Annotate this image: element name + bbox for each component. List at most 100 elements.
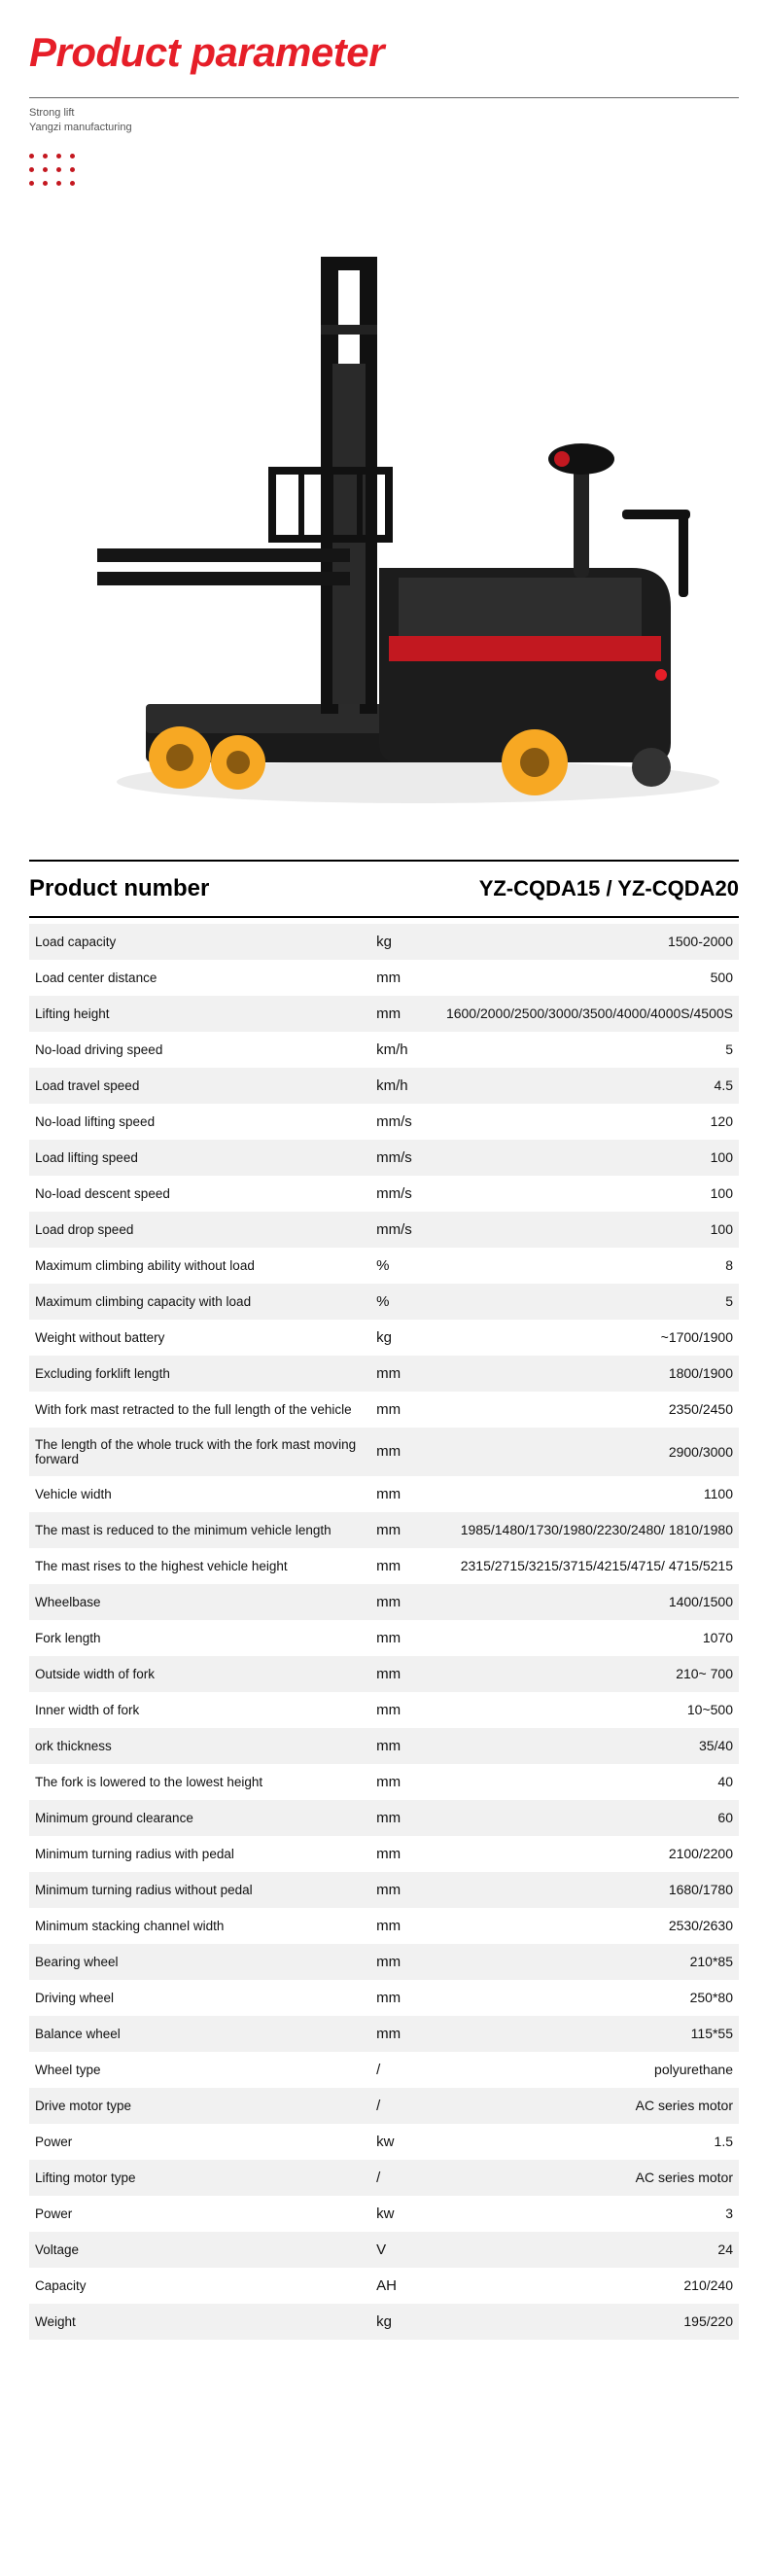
spec-unit: mm	[370, 1428, 440, 1476]
table-row: Minimum turning radius with pedalmm2100/…	[29, 1836, 739, 1872]
spec-unit: mm	[370, 1944, 440, 1980]
table-row: Vehicle widthmm1100	[29, 1476, 739, 1512]
table-row: Minimum stacking channel widthmm2530/263…	[29, 1908, 739, 1944]
spec-param: Excluding forklift length	[29, 1356, 370, 1392]
table-row: The length of the whole truck with the f…	[29, 1428, 739, 1476]
product-number-value: YZ-CQDA15 / YZ-CQDA20	[479, 876, 739, 901]
table-row: With fork mast retracted to the full len…	[29, 1392, 739, 1428]
table-row: VoltageV24	[29, 2232, 739, 2268]
spec-param: Lifting motor type	[29, 2160, 370, 2196]
spec-unit: mm/s	[370, 1176, 440, 1212]
spec-param: Minimum ground clearance	[29, 1800, 370, 1836]
table-row: Load lifting speedmm/s100	[29, 1140, 739, 1176]
table-row: Load capacitykg1500-2000	[29, 924, 739, 960]
table-row: Maximum climbing capacity with load%5	[29, 1284, 739, 1320]
spec-param: Minimum turning radius without pedal	[29, 1872, 370, 1908]
spec-unit: km/h	[370, 1032, 440, 1068]
spec-value: 500	[440, 960, 739, 996]
spec-unit: /	[370, 2088, 440, 2124]
spec-unit: kw	[370, 2196, 440, 2232]
spec-value: 60	[440, 1800, 739, 1836]
table-row: Fork lengthmm1070	[29, 1620, 739, 1656]
spec-param: Lifting height	[29, 996, 370, 1032]
spec-param: Load center distance	[29, 960, 370, 996]
spec-unit: mm	[370, 996, 440, 1032]
table-row: Wheelbasemm1400/1500	[29, 1584, 739, 1620]
spec-value: 1500-2000	[440, 924, 739, 960]
spec-value: 1600/2000/2500/3000/3500/4000/4000S/4500…	[440, 996, 739, 1032]
spec-param: With fork mast retracted to the full len…	[29, 1392, 370, 1428]
spec-value: AC series motor	[440, 2088, 739, 2124]
spec-unit: km/h	[370, 1068, 440, 1104]
table-row: Inner width of forkmm10~500	[29, 1692, 739, 1728]
spec-unit: V	[370, 2232, 440, 2268]
product-number-row: Product number YZ-CQDA15 / YZ-CQDA20	[29, 860, 739, 918]
spec-unit: mm	[370, 1476, 440, 1512]
spec-param: Voltage	[29, 2232, 370, 2268]
spec-value: 8	[440, 1248, 739, 1284]
product-number-label: Product number	[29, 875, 209, 902]
table-row: No-load descent speedmm/s100	[29, 1176, 739, 1212]
spec-value: 1680/1780	[440, 1872, 739, 1908]
table-row: The mast rises to the highest vehicle he…	[29, 1548, 739, 1584]
table-row: Driving wheelmm250*80	[29, 1980, 739, 2016]
spec-param: Inner width of fork	[29, 1692, 370, 1728]
table-row: Powerkw3	[29, 2196, 739, 2232]
table-row: Drive motor type/AC series motor	[29, 2088, 739, 2124]
spec-param: Balance wheel	[29, 2016, 370, 2052]
spec-value: 2315/2715/3215/3715/4215/4715/ 4715/5215	[440, 1548, 739, 1584]
spec-param: The mast is reduced to the minimum vehic…	[29, 1512, 370, 1548]
spec-unit: mm	[370, 1356, 440, 1392]
spec-unit: mm	[370, 1764, 440, 1800]
spec-param: Outside width of fork	[29, 1656, 370, 1692]
spec-unit: mm	[370, 1548, 440, 1584]
table-row: Balance wheelmm115*55	[29, 2016, 739, 2052]
spec-unit: mm	[370, 1512, 440, 1548]
spec-unit: mm	[370, 1656, 440, 1692]
spec-param: Capacity	[29, 2268, 370, 2304]
title-divider	[29, 97, 739, 98]
spec-value: 210~ 700	[440, 1656, 739, 1692]
spec-value: 210*85	[440, 1944, 739, 1980]
spec-value: 120	[440, 1104, 739, 1140]
table-row: The mast is reduced to the minimum vehic…	[29, 1512, 739, 1548]
spec-value: 3	[440, 2196, 739, 2232]
table-row: Weightkg195/220	[29, 2304, 739, 2340]
spec-unit: %	[370, 1284, 440, 1320]
spec-value: 115*55	[440, 2016, 739, 2052]
table-row: Lifting motor type/AC series motor	[29, 2160, 739, 2196]
table-row: Excluding forklift lengthmm1800/1900	[29, 1356, 739, 1392]
spec-value: 1400/1500	[440, 1584, 739, 1620]
spec-value: ~1700/1900	[440, 1320, 739, 1356]
spec-value: 5	[440, 1032, 739, 1068]
spec-unit: kg	[370, 1320, 440, 1356]
table-row: CapacityAH210/240	[29, 2268, 739, 2304]
table-row: Outside width of forkmm210~ 700	[29, 1656, 739, 1692]
table-row: Load drop speedmm/s100	[29, 1212, 739, 1248]
spec-param: Fork length	[29, 1620, 370, 1656]
spec-value: 2530/2630	[440, 1908, 739, 1944]
spec-unit: mm	[370, 1692, 440, 1728]
table-row: Maximum climbing ability without load%8	[29, 1248, 739, 1284]
table-row: No-load driving speedkm/h5	[29, 1032, 739, 1068]
spec-param: Load travel speed	[29, 1068, 370, 1104]
spec-param: No-load descent speed	[29, 1176, 370, 1212]
spec-value: AC series motor	[440, 2160, 739, 2196]
spec-unit: mm	[370, 1908, 440, 1944]
decorative-dot-grid	[29, 154, 739, 189]
spec-param: The length of the whole truck with the f…	[29, 1428, 370, 1476]
table-row: Minimum ground clearancemm60	[29, 1800, 739, 1836]
spec-param: Minimum stacking channel width	[29, 1908, 370, 1944]
spec-value: 100	[440, 1176, 739, 1212]
spec-unit: kg	[370, 2304, 440, 2340]
table-row: The fork is lowered to the lowest height…	[29, 1764, 739, 1800]
spec-param: Wheelbase	[29, 1584, 370, 1620]
spec-unit: kg	[370, 924, 440, 960]
spec-value: 1070	[440, 1620, 739, 1656]
spec-param: Load capacity	[29, 924, 370, 960]
spec-value: 10~500	[440, 1692, 739, 1728]
spec-value: 210/240	[440, 2268, 739, 2304]
spec-value: 2100/2200	[440, 1836, 739, 1872]
spec-param: Power	[29, 2124, 370, 2160]
spec-param: Load lifting speed	[29, 1140, 370, 1176]
